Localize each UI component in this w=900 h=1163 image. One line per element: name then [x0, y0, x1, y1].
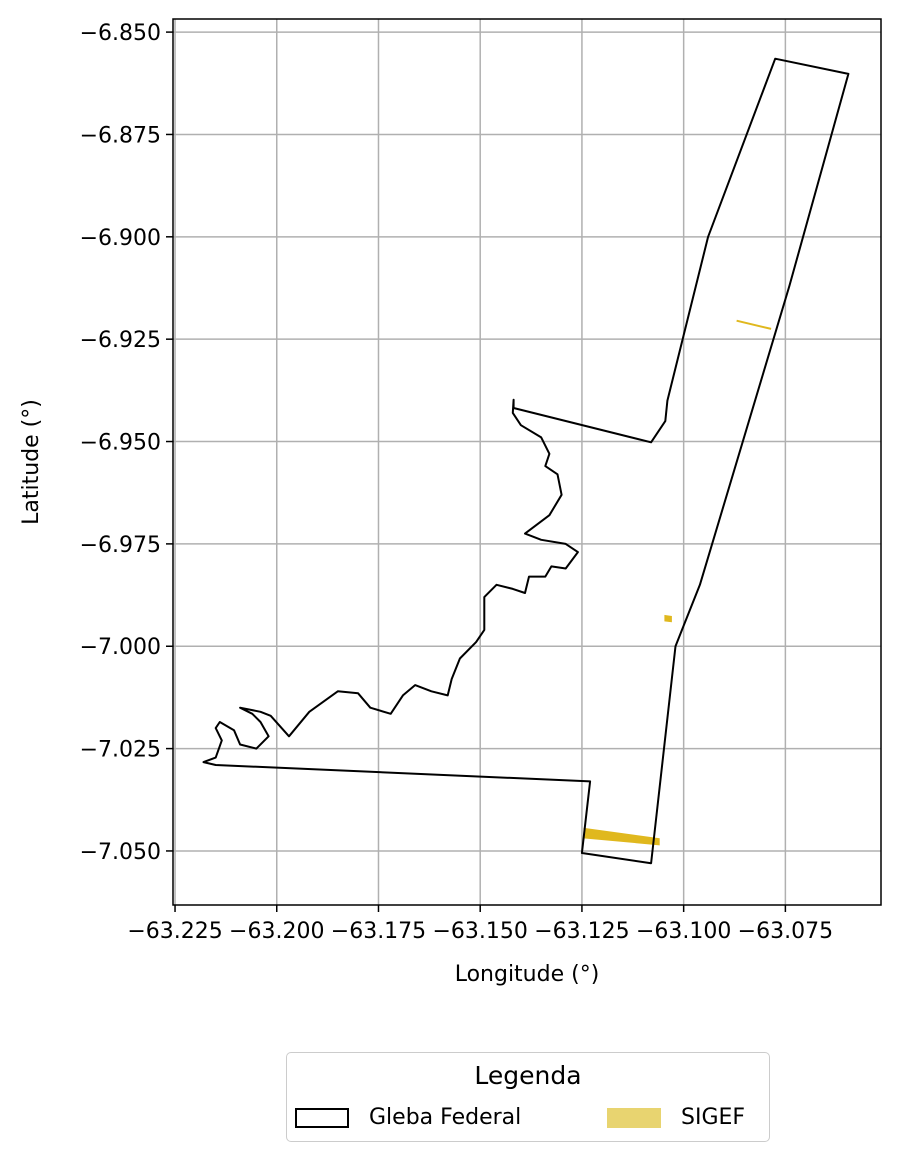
grid-lines: [173, 19, 881, 905]
y-tick-label: −7.050: [80, 840, 161, 865]
y-tick-label: −6.850: [80, 21, 161, 46]
sigef-swatch: [607, 1107, 661, 1128]
legend-title: Legenda: [474, 1061, 582, 1090]
y-tick-label: −6.950: [80, 431, 161, 456]
y-tick-label: −7.025: [80, 738, 161, 763]
sigef-parcel: [664, 614, 672, 623]
x-tick-label: −63.200: [229, 919, 324, 944]
legend-label-gleba-federal: Gleba Federal: [369, 1105, 522, 1130]
legend: Legenda Gleba Federal SIGEF: [286, 1052, 770, 1142]
gleba-federal-boundary: [202, 57, 850, 865]
sigef-parcel-line: [736, 319, 772, 330]
x-tick-label: −63.075: [738, 919, 833, 944]
x-tick-label: −63.175: [331, 919, 426, 944]
y-tick-label: −7.000: [80, 635, 161, 660]
y-axis-label: Latitude (°): [19, 399, 44, 525]
legend-item-gleba-federal: Gleba Federal: [295, 1105, 521, 1130]
y-tick-label: −6.900: [80, 226, 161, 251]
y-axis-ticks: −6.850 −6.875 −6.900 −6.925 −6.950 −6.975 −7.0…: [80, 21, 173, 865]
x-axis-label: Longitude (°): [455, 962, 600, 987]
legend-label-sigef: SIGEF: [681, 1105, 746, 1130]
gleba-federal-layer: [202, 57, 850, 865]
x-tick-label: −63.150: [432, 919, 527, 944]
gleba-federal-swatch: [295, 1107, 349, 1128]
sigef-parcel: [583, 827, 660, 846]
y-tick-label: −6.975: [80, 533, 161, 558]
x-tick-label: −63.100: [636, 919, 731, 944]
x-tick-label: −63.125: [534, 919, 629, 944]
legend-item-sigef: SIGEF: [607, 1105, 745, 1130]
y-tick-label: −6.875: [80, 123, 161, 148]
x-tick-label: −63.225: [127, 919, 222, 944]
sigef-layer: [583, 319, 772, 846]
y-tick-label: −6.925: [80, 328, 161, 353]
plot-frame: [172, 18, 882, 906]
x-axis-ticks: −63.225 −63.200 −63.175 −63.150 −63.125 −63.1…: [127, 905, 833, 944]
